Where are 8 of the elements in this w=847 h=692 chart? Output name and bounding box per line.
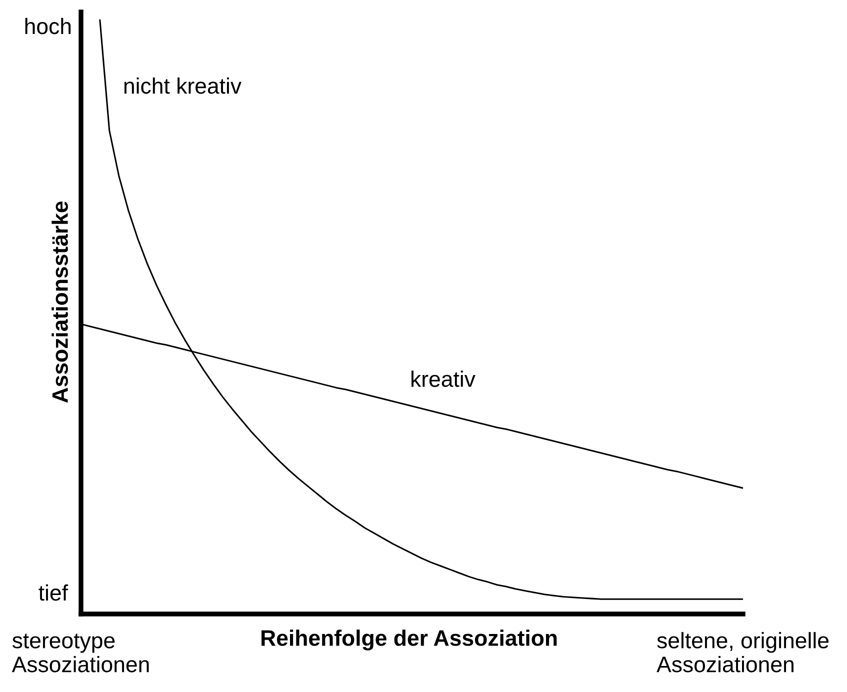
x-axis-title: Reihenfolge der Assoziation [262, 630, 557, 650]
x-tick-label: seltene, originelle Assoziationen [656, 632, 828, 672]
series-label: nicht kreativ [124, 77, 242, 94]
series-label: kreativ [412, 370, 476, 387]
text: tief [38, 584, 68, 601]
y-axis-title: Assoziationsstärke [52, 201, 68, 403]
text: hoch [25, 18, 71, 34]
x-tick-label: stereotype Assoziationen [12, 634, 149, 672]
